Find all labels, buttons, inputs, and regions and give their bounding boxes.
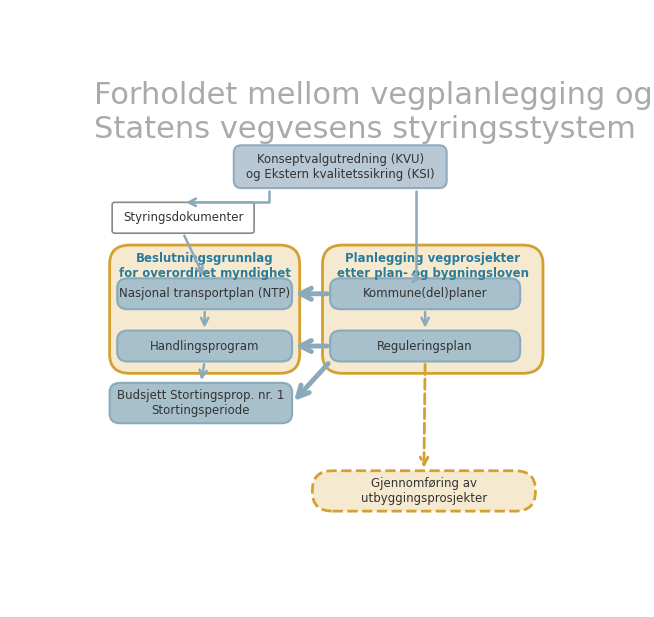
Text: Planlegging vegprosjekter
etter plan- og bygningsloven: Planlegging vegprosjekter etter plan- og… <box>337 252 529 280</box>
FancyBboxPatch shape <box>110 383 292 423</box>
FancyBboxPatch shape <box>330 331 520 362</box>
Text: Beslutningsgrunnlag
for overordnet myndighet: Beslutningsgrunnlag for overordnet myndi… <box>119 252 291 280</box>
FancyBboxPatch shape <box>322 245 543 373</box>
Text: Reguleringsplan: Reguleringsplan <box>377 339 473 352</box>
FancyBboxPatch shape <box>112 202 254 233</box>
Text: Kommune(del)planer: Kommune(del)planer <box>363 288 487 300</box>
FancyBboxPatch shape <box>313 471 536 511</box>
Text: Styringsdokumenter: Styringsdokumenter <box>123 211 243 224</box>
FancyBboxPatch shape <box>117 278 292 309</box>
FancyBboxPatch shape <box>234 146 447 188</box>
FancyBboxPatch shape <box>110 245 300 373</box>
Text: Handlingsprogram: Handlingsprogram <box>150 339 260 352</box>
Text: Konseptvalgutredning (KVU)
og Ekstern kvalitetssikring (KSI): Konseptvalgutredning (KVU) og Ekstern kv… <box>246 152 434 181</box>
FancyBboxPatch shape <box>117 331 292 362</box>
Text: Forholdet mellom vegplanlegging og
Statens vegvesens styringsstystem: Forholdet mellom vegplanlegging og State… <box>94 81 653 144</box>
Text: Budsjett Stortingsprop. nr. 1
Stortingsperiode: Budsjett Stortingsprop. nr. 1 Stortingsp… <box>117 389 284 417</box>
Text: Nasjonal transportplan (NTP): Nasjonal transportplan (NTP) <box>119 288 290 300</box>
FancyBboxPatch shape <box>330 278 520 309</box>
Text: Gjennomføring av
utbyggingsprosjekter: Gjennomføring av utbyggingsprosjekter <box>361 477 487 505</box>
